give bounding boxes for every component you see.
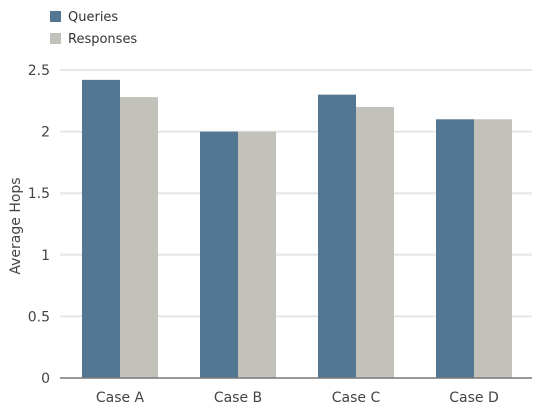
x-tick-labels: Case A Case B Case C Case D: [96, 390, 499, 406]
y-tick-label: 2.5: [28, 63, 50, 79]
bar-queries-case-b: [200, 131, 238, 378]
x-tick-label: Case A: [96, 390, 145, 406]
bar-responses-case-b: [238, 131, 276, 378]
y-tick-label: 0.5: [28, 309, 50, 325]
legend-swatch-responses: [50, 33, 61, 44]
x-tick-label: Case C: [332, 390, 381, 406]
x-tick-label: Case B: [214, 390, 262, 406]
y-tick-label: 1: [41, 248, 50, 264]
x-tick-label: Case D: [449, 390, 499, 406]
y-tick-label: 0: [41, 371, 50, 387]
y-axis-title: Average Hops: [8, 177, 24, 274]
bar-queries-case-d: [436, 119, 474, 378]
legend-swatch-queries: [50, 11, 61, 22]
legend-label-responses: Responses: [68, 32, 137, 47]
bars: [82, 79, 512, 379]
bar-queries-case-c: [318, 94, 356, 378]
legend: Queries Responses: [50, 10, 137, 47]
bar-responses-case-a: [120, 97, 158, 378]
y-tick-label: 1.5: [28, 186, 50, 202]
bar-responses-case-d: [474, 119, 512, 378]
bar-queries-case-a: [82, 79, 120, 378]
y-tick-label: 2: [41, 125, 50, 141]
y-tick-labels: 0 0.5 1 1.5 2 2.5: [28, 63, 50, 387]
legend-label-queries: Queries: [68, 10, 118, 25]
bar-responses-case-c: [356, 106, 394, 379]
